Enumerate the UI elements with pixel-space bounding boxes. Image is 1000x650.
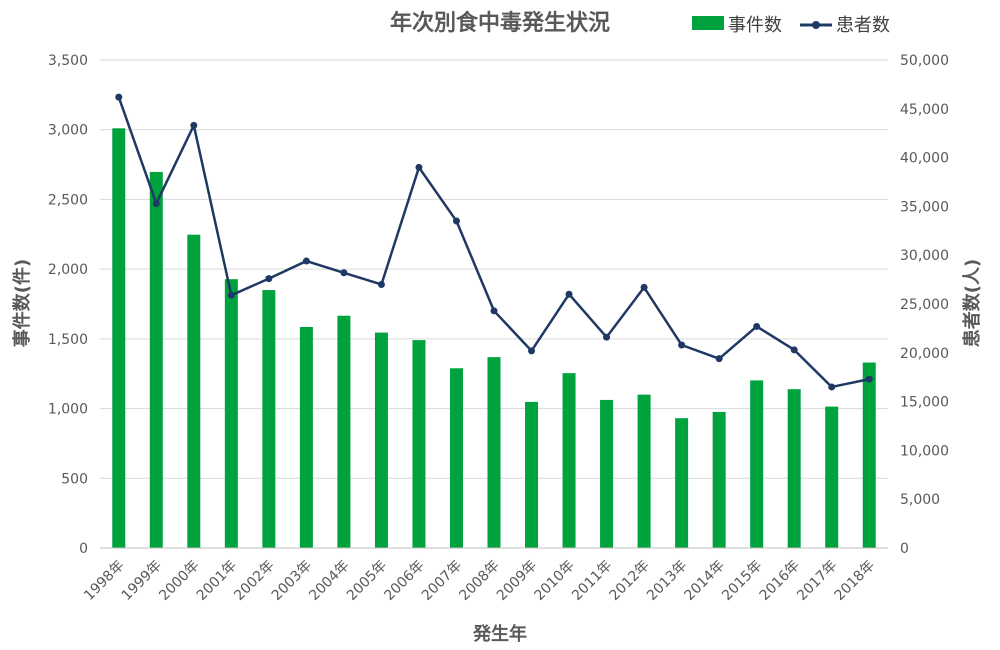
x-tick-label: 2016年	[757, 558, 803, 604]
right-tick-label: 10,000	[900, 443, 949, 459]
bar	[750, 380, 764, 548]
right-tick-label: 20,000	[900, 346, 949, 362]
line-point	[603, 333, 611, 341]
x-tick-label: 2013年	[644, 558, 690, 604]
left-tick-label: 2,000	[48, 262, 88, 278]
bar	[825, 406, 839, 548]
x-axis: 1998年1999年2000年2001年2002年2003年2004年2005年…	[81, 547, 888, 604]
left-tick-label: 2,500	[48, 192, 88, 208]
bar	[187, 234, 201, 549]
bar	[224, 279, 238, 548]
right-tick-label: 40,000	[900, 151, 949, 167]
x-axis-title: 発生年	[472, 623, 527, 645]
x-tick-label: 2006年	[381, 558, 427, 604]
x-tick-label: 2002年	[231, 558, 277, 604]
line-point	[115, 93, 123, 101]
bar	[862, 362, 876, 548]
line-series	[115, 93, 873, 391]
left-axis: 0 500 1,000 1,500 2,000 2,500 3,000 3,500	[48, 53, 88, 557]
bar	[487, 357, 501, 548]
chart-title: 年次別食中毒発生状況	[390, 10, 610, 36]
left-tick-label: 500	[61, 471, 88, 487]
bar	[525, 401, 539, 548]
line-point	[565, 290, 573, 298]
left-tick-label: 0	[79, 541, 88, 557]
line-point	[415, 163, 423, 171]
line-point	[190, 121, 198, 129]
right-tick-label: 50,000	[900, 53, 949, 69]
x-tick-label: 2007年	[419, 558, 465, 604]
line-point	[790, 346, 798, 354]
x-tick-label: 2011年	[569, 558, 615, 604]
bar	[149, 171, 163, 549]
x-tick-label: 2015年	[719, 558, 765, 604]
legend-label-cases: 事件数	[728, 15, 782, 36]
line-point	[678, 341, 686, 349]
right-axis-title: 患者数(人)	[961, 259, 983, 347]
line-point	[490, 307, 498, 315]
x-tick-label: 2010年	[531, 558, 577, 604]
line-point	[528, 347, 536, 355]
legend-label-patients: 患者数	[836, 15, 890, 36]
bar	[787, 389, 801, 548]
bar-series	[112, 128, 876, 549]
right-tick-label: 35,000	[900, 199, 949, 215]
bar	[299, 327, 313, 548]
line-point	[715, 355, 723, 363]
right-tick-label: 0	[900, 541, 909, 557]
x-tick-label: 1998年	[81, 558, 127, 604]
bar	[449, 368, 463, 548]
line-point	[227, 291, 235, 299]
right-axis: 0 5,000 10,000 15,000 20,000 25,000 30,000 35,0…	[900, 53, 949, 557]
x-tick-label: 2017年	[794, 558, 840, 604]
line-point	[340, 269, 348, 277]
right-tick-label: 30,000	[900, 248, 949, 264]
x-tick-label: 1999年	[119, 558, 165, 604]
left-tick-label: 1,000	[48, 402, 88, 418]
bar	[675, 418, 689, 548]
right-tick-label: 5,000	[900, 492, 940, 508]
x-tick-label: 2008年	[456, 558, 502, 604]
left-axis-title: 事件数(件)	[11, 259, 33, 347]
legend-bar-swatch	[692, 16, 724, 30]
bar	[337, 315, 351, 548]
line-point	[452, 217, 460, 225]
bar	[600, 399, 614, 548]
bar	[262, 290, 276, 548]
line-point	[377, 280, 385, 288]
legend: 事件数 患者数	[692, 15, 890, 36]
x-tick-label: 2001年	[194, 558, 240, 604]
right-tick-label: 25,000	[900, 297, 949, 313]
x-tick-label: 2018年	[832, 558, 878, 604]
line-point	[302, 257, 310, 265]
bar	[637, 394, 651, 548]
x-tick-label: 2005年	[344, 558, 390, 604]
line-point	[865, 375, 873, 383]
x-tick-label: 2009年	[494, 558, 540, 604]
bar	[412, 340, 426, 548]
line-point	[640, 283, 648, 291]
line-point	[265, 275, 273, 283]
x-tick-label: 2000年	[156, 558, 202, 604]
left-tick-label: 1,500	[48, 332, 88, 348]
bar	[712, 411, 726, 548]
line-point	[828, 383, 836, 391]
x-tick-label: 2012年	[607, 558, 653, 604]
bar	[374, 332, 388, 548]
legend-line-marker	[812, 21, 820, 29]
line-point	[152, 199, 160, 207]
bar	[562, 373, 576, 548]
x-tick-label: 2003年	[269, 558, 315, 604]
right-tick-label: 45,000	[900, 102, 949, 118]
left-tick-label: 3,500	[48, 53, 88, 69]
x-tick-label: 2014年	[682, 558, 728, 604]
bar	[112, 128, 126, 548]
right-tick-label: 15,000	[900, 395, 949, 411]
x-tick-label: 2004年	[306, 558, 352, 604]
line-point	[753, 322, 761, 330]
left-tick-label: 3,000	[48, 123, 88, 139]
